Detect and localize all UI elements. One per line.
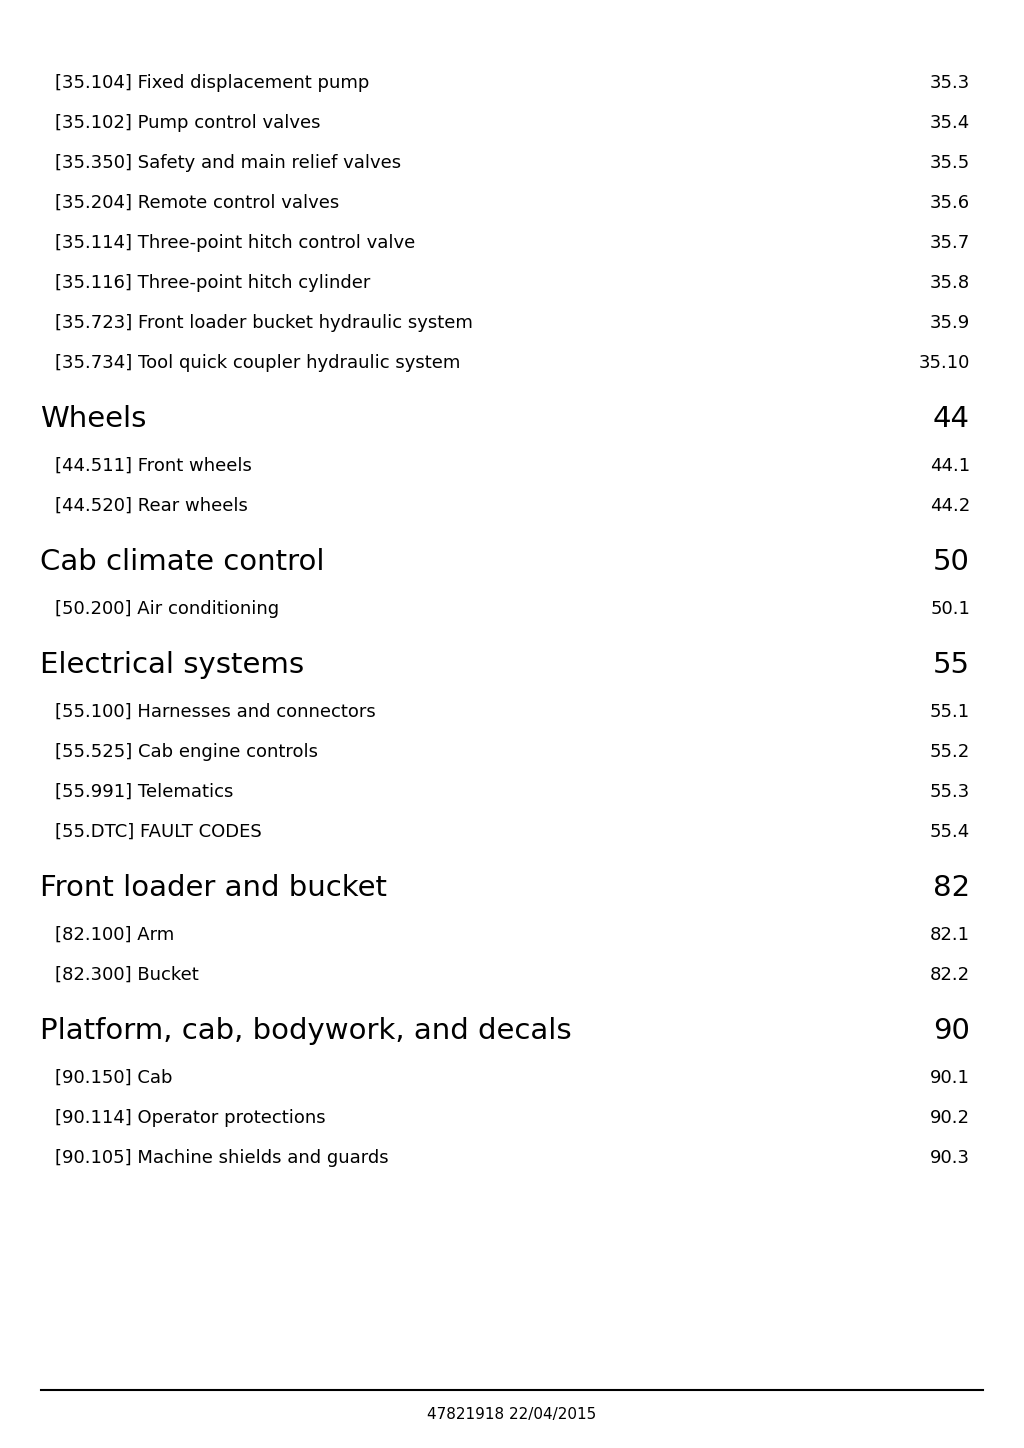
Text: [35.104] Fixed displacement pump: [35.104] Fixed displacement pump (55, 74, 370, 93)
Text: [35.102] Pump control valves: [35.102] Pump control valves (55, 114, 321, 132)
Text: 55.3: 55.3 (930, 783, 970, 801)
Text: 82.1: 82.1 (930, 927, 970, 944)
Text: 35.10: 35.10 (919, 353, 970, 372)
Text: 90.3: 90.3 (930, 1150, 970, 1167)
Text: 44: 44 (933, 405, 970, 433)
Text: 50: 50 (933, 549, 970, 576)
Text: [35.204] Remote control valves: [35.204] Remote control valves (55, 194, 339, 211)
Text: [35.350] Safety and main relief valves: [35.350] Safety and main relief valves (55, 153, 401, 172)
Text: [55.DTC] FAULT CODES: [55.DTC] FAULT CODES (55, 822, 262, 841)
Text: 82.2: 82.2 (930, 966, 970, 985)
Text: [55.525] Cab engine controls: [55.525] Cab engine controls (55, 743, 318, 762)
Text: 50.1: 50.1 (930, 599, 970, 618)
Text: 47821918 22/04/2015: 47821918 22/04/2015 (427, 1407, 597, 1422)
Text: Cab climate control: Cab climate control (40, 549, 325, 576)
Text: 55.1: 55.1 (930, 702, 970, 721)
Text: 44.1: 44.1 (930, 458, 970, 475)
Text: [35.116] Three-point hitch cylinder: [35.116] Three-point hitch cylinder (55, 274, 371, 292)
Text: 55.2: 55.2 (930, 743, 970, 762)
Text: 35.3: 35.3 (930, 74, 970, 93)
Text: 35.8: 35.8 (930, 274, 970, 292)
Text: 55: 55 (933, 652, 970, 679)
Text: 44.2: 44.2 (930, 497, 970, 515)
Text: Front loader and bucket: Front loader and bucket (40, 875, 387, 902)
Text: 35.9: 35.9 (930, 314, 970, 332)
Text: [35.114] Three-point hitch control valve: [35.114] Three-point hitch control valve (55, 235, 416, 252)
Text: [55.991] Telematics: [55.991] Telematics (55, 783, 233, 801)
Text: [90.150] Cab: [90.150] Cab (55, 1069, 172, 1087)
Text: [90.105] Machine shields and guards: [90.105] Machine shields and guards (55, 1150, 389, 1167)
Text: [55.100] Harnesses and connectors: [55.100] Harnesses and connectors (55, 702, 376, 721)
Text: [82.300] Bucket: [82.300] Bucket (55, 966, 199, 985)
Text: [82.100] Arm: [82.100] Arm (55, 927, 174, 944)
Text: [35.723] Front loader bucket hydraulic system: [35.723] Front loader bucket hydraulic s… (55, 314, 473, 332)
Text: [35.734] Tool quick coupler hydraulic system: [35.734] Tool quick coupler hydraulic sy… (55, 353, 461, 372)
Text: 90: 90 (933, 1018, 970, 1045)
Text: [44.520] Rear wheels: [44.520] Rear wheels (55, 497, 248, 515)
Text: 35.5: 35.5 (930, 153, 970, 172)
Text: 35.6: 35.6 (930, 194, 970, 211)
Text: 35.7: 35.7 (930, 235, 970, 252)
Text: 55.4: 55.4 (930, 822, 970, 841)
Text: 90.1: 90.1 (930, 1069, 970, 1087)
Text: Wheels: Wheels (40, 405, 146, 433)
Text: 90.2: 90.2 (930, 1109, 970, 1127)
Text: Electrical systems: Electrical systems (40, 652, 304, 679)
Text: 82: 82 (933, 875, 970, 902)
Text: [44.511] Front wheels: [44.511] Front wheels (55, 458, 252, 475)
Text: Platform, cab, bodywork, and decals: Platform, cab, bodywork, and decals (40, 1018, 571, 1045)
Text: 35.4: 35.4 (930, 114, 970, 132)
Text: [90.114] Operator protections: [90.114] Operator protections (55, 1109, 326, 1127)
Text: [50.200] Air conditioning: [50.200] Air conditioning (55, 599, 280, 618)
